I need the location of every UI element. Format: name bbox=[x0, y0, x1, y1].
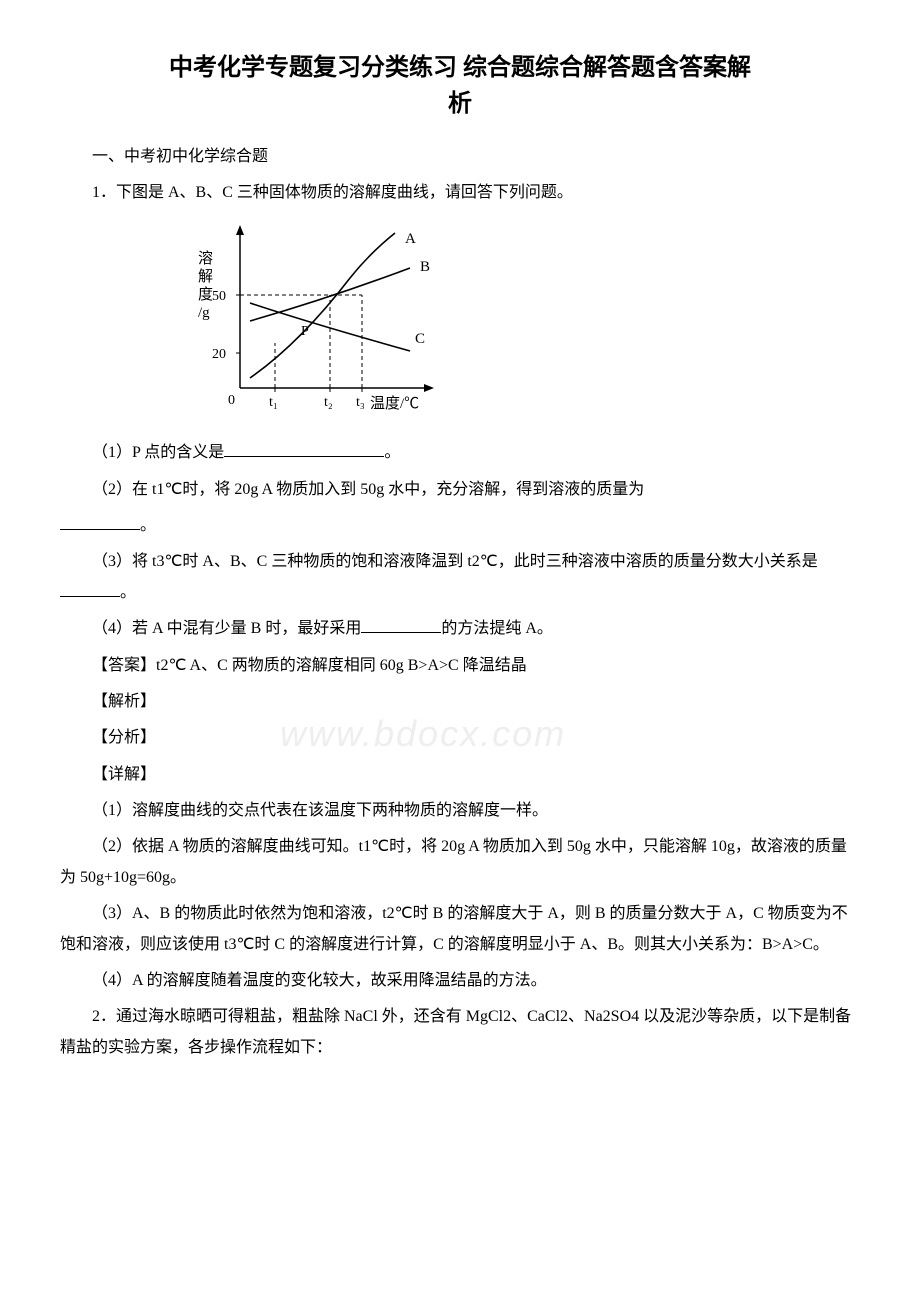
q1-sub2: （2）在 t1℃时，将 20g A 物质加入到 50g 水中，充分溶解，得到溶液… bbox=[60, 475, 860, 505]
q1-2-text: （2）在 t1℃时，将 20g A 物质加入到 50g 水中，充分溶解，得到溶液… bbox=[92, 481, 644, 498]
svg-text:t₁: t₁ bbox=[269, 395, 278, 410]
page-title: 中考化学专题复习分类练习 综合题综合解答题含答案解 析 bbox=[60, 50, 860, 122]
svg-text:C: C bbox=[415, 331, 425, 347]
svg-text:20: 20 bbox=[212, 347, 226, 362]
detail-3: （3）A、B 的物质此时依然为饱和溶液，t2℃时 B 的溶解度大于 A，则 B … bbox=[60, 899, 860, 960]
q1-2b: 。 bbox=[140, 517, 156, 534]
svg-text:/g: /g bbox=[198, 305, 210, 321]
solubility-chart: 溶解度/g 温度/℃ 0 20 50 t₁ t₂ t₃ AB C P bbox=[180, 223, 860, 424]
svg-text:0: 0 bbox=[228, 393, 235, 408]
blank-4 bbox=[361, 616, 441, 633]
svg-text:温度/℃: 温度/℃ bbox=[370, 395, 419, 412]
q1-3b: 。 bbox=[120, 584, 136, 601]
q1-sub1: （1）P 点的含义是 。 bbox=[60, 438, 860, 468]
blank-2 bbox=[60, 513, 140, 530]
q1-sub2-cont: 。 bbox=[60, 511, 860, 541]
q1-4b: 的方法提纯 A。 bbox=[441, 620, 553, 637]
svg-text:溶: 溶 bbox=[198, 250, 213, 267]
q1-1-text: （1）P 点的含义是 bbox=[92, 444, 224, 461]
title-line2: 析 bbox=[448, 91, 472, 117]
detail-1: （1）溶解度曲线的交点代表在该温度下两种物质的溶解度一样。 bbox=[60, 796, 860, 826]
detail-4: （4）A 的溶解度随着温度的变化较大，故采用降温结晶的方法。 bbox=[60, 966, 860, 996]
svg-text:50: 50 bbox=[212, 289, 226, 304]
fenxi-label: 【分析】 bbox=[60, 723, 860, 753]
q1-3-text: （3）将 t3℃时 A、B、C 三种物质的饱和溶液降温到 t2℃，此时三种溶液中… bbox=[92, 553, 818, 570]
answer-line: 【答案】t2℃ A、C 两物质的溶解度相同 60g B>A>C 降温结晶 bbox=[60, 651, 860, 681]
q1-sub3: （3）将 t3℃时 A、B、C 三种物质的饱和溶液降温到 t2℃，此时三种溶液中… bbox=[60, 547, 860, 608]
svg-text:解: 解 bbox=[198, 268, 213, 285]
q1-4a: （4）若 A 中混有少量 B 时，最好采用 bbox=[92, 620, 361, 637]
jiexi-label: 【解析】 bbox=[60, 687, 860, 717]
detail-2: （2）依据 A 物质的溶解度曲线可知。t1℃时，将 20g A 物质加入到 50… bbox=[60, 832, 860, 893]
title-line1: 中考化学专题复习分类练习 综合题综合解答题含答案解 bbox=[169, 55, 751, 81]
svg-text:B: B bbox=[420, 259, 430, 275]
blank-3 bbox=[60, 580, 120, 597]
svg-text:A: A bbox=[405, 231, 416, 247]
svg-text:t₃: t₃ bbox=[356, 395, 365, 410]
q1-stem: 1．下图是 A、B、C 三种固体物质的溶解度曲线，请回答下列问题。 bbox=[60, 178, 860, 208]
svg-text:P: P bbox=[301, 324, 309, 339]
svg-text:度: 度 bbox=[198, 286, 213, 303]
q1-sub4: （4）若 A 中混有少量 B 时，最好采用 的方法提纯 A。 bbox=[60, 614, 860, 644]
blank-1 bbox=[224, 440, 384, 457]
svg-text:t₂: t₂ bbox=[324, 395, 333, 410]
q1-1-end: 。 bbox=[384, 444, 400, 461]
section-heading: 一、中考初中化学综合题 bbox=[60, 142, 860, 172]
q2-stem: 2．通过海水晾晒可得粗盐，粗盐除 NaCl 外，还含有 MgCl2、CaCl2、… bbox=[60, 1002, 860, 1063]
xiangjie-label: 【详解】 bbox=[60, 760, 860, 790]
